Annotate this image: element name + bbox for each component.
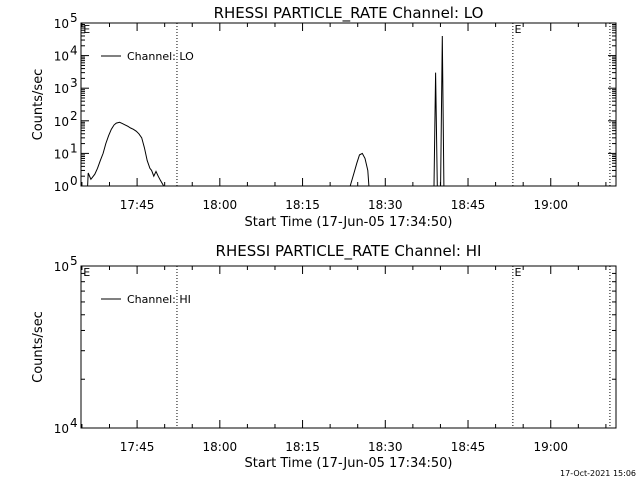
x-axis-label-0: Start Time (17-Jun-05 17:34:50) [245,215,453,230]
event-marker: E [83,23,90,36]
x-tick-label: 18:30 [368,198,403,212]
event-marker: E [515,23,522,36]
plot-frame-0 [80,22,617,187]
x-axis-label-1: Start Time (17-Jun-05 17:34:50) [245,456,453,471]
x-tick-label: 17:45 [120,198,155,212]
y-tick-exponent: 5 [70,254,78,268]
y-tick-exponent: 4 [70,44,78,58]
y-axis-label-1: Counts/sec [31,311,46,383]
y-tick-exponent: 0 [70,174,78,188]
y-axis-label-0: Counts/sec [31,69,46,141]
x-tick-label: 17:45 [120,440,155,454]
x-tick-label: 18:15 [285,198,320,212]
series-line-segment [440,35,445,187]
y-tick-label: 10 [54,180,69,194]
x-tick-label: 18:45 [451,198,486,212]
y-tick-label: 10 [54,422,69,436]
y-tick-exponent: 4 [70,416,78,430]
y-tick-exponent: 3 [70,76,78,90]
plot-frame-1 [80,265,617,429]
x-tick-label: 18:00 [203,440,238,454]
x-tick-label: 19:00 [533,440,568,454]
event-marker: E [515,266,522,279]
y-tick-exponent: 1 [70,141,78,155]
legend-entry: Channel: LO [127,50,194,63]
legend-entry: Channel: HI [127,293,191,306]
y-tick-label: 10 [54,17,69,31]
footer-timestamp: 17-Oct-2021 15:06 [560,469,636,478]
y-tick-label: 10 [54,147,69,161]
chart-title-1: RHESSI PARTICLE_RATE Channel: HI [216,242,482,261]
event-marker: E [83,266,90,279]
series-line-segment [349,152,370,187]
x-tick-label: 19:00 [533,198,568,212]
y-tick-label: 10 [54,115,69,129]
series-line-segment [433,72,438,187]
y-tick-label: 10 [54,82,69,96]
x-tick-label: 18:00 [203,198,238,212]
y-tick-exponent: 5 [70,11,78,25]
chart-title-0: RHESSI PARTICLE_RATE Channel: LO [214,4,484,23]
x-tick-label: 18:45 [451,440,486,454]
y-tick-label: 10 [54,50,69,64]
x-tick-label: 18:30 [368,440,403,454]
x-tick-label: 18:15 [285,440,320,454]
series-line-segment [87,121,165,187]
y-tick-label: 10 [54,260,69,274]
y-tick-exponent: 2 [70,109,78,123]
